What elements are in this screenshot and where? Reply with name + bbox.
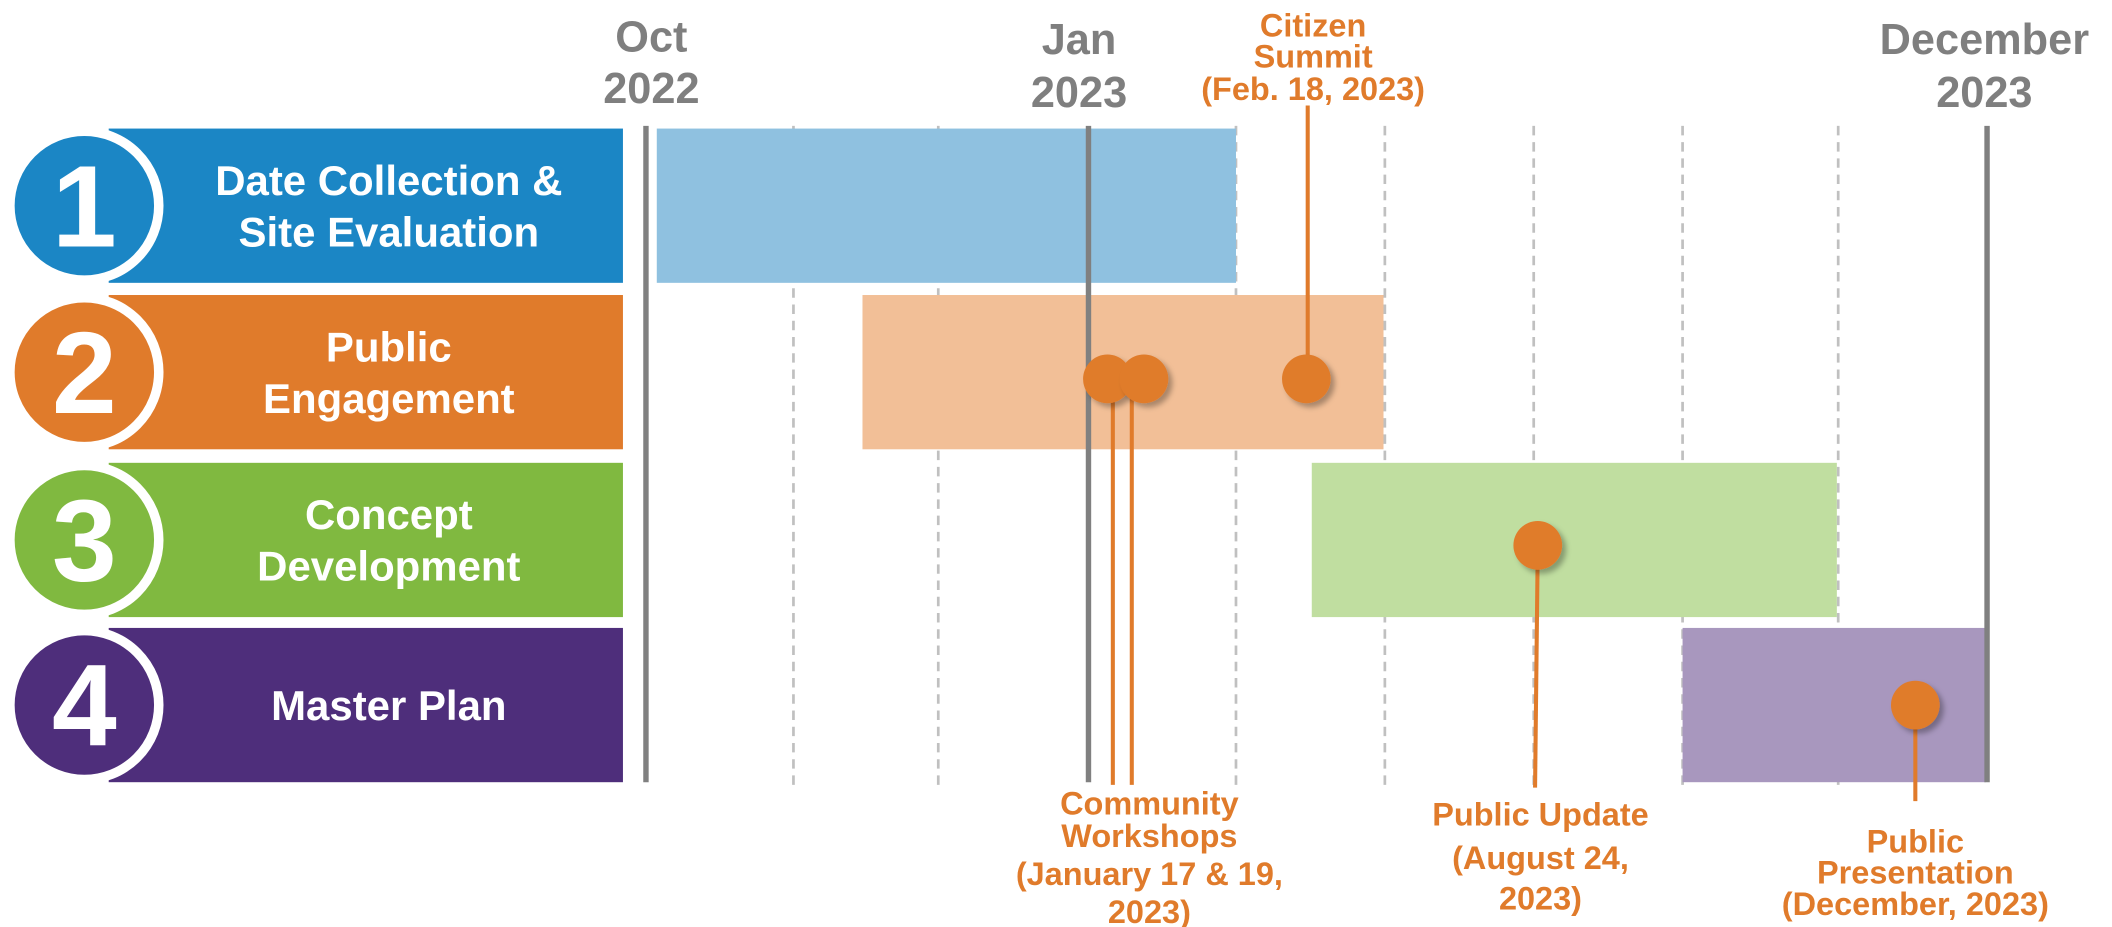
- phase-label-box: [108, 295, 623, 450]
- milestone-label: (January 17 & 19,: [1016, 856, 1283, 892]
- phase-number-circle: [5, 625, 164, 785]
- phase-label-box: [108, 627, 623, 783]
- header-label: December: [1880, 16, 2090, 64]
- phase-number-circle: [5, 126, 164, 285]
- milestone-dot: [1281, 354, 1331, 404]
- milestone-label: Citizen: [1260, 8, 1366, 44]
- phase-title: Concept: [305, 491, 473, 538]
- milestone-label: Public Update: [1432, 797, 1649, 833]
- phase-label-box: [108, 128, 623, 283]
- phase-title: Master Plan: [271, 682, 506, 729]
- milestone-label: (Feb. 18, 2023): [1201, 71, 1425, 107]
- header-label: 2023: [1936, 69, 2032, 117]
- milestone-dot: [1083, 354, 1132, 404]
- phase-bar: [1682, 627, 1986, 783]
- header-label: 2023: [1031, 69, 1127, 117]
- header-label: Oct: [615, 13, 687, 61]
- milestone-label: 2023): [1499, 880, 1582, 916]
- phase-title: Engagement: [263, 375, 515, 422]
- phase-bar: [1311, 462, 1837, 618]
- milestone-label: Summit: [1254, 39, 1373, 75]
- phase-number-circle: [5, 460, 164, 620]
- phase-number: 2: [52, 308, 117, 438]
- phase-number: 3: [52, 476, 117, 606]
- milestone-dot: [1513, 521, 1563, 570]
- header-label: 2022: [603, 65, 699, 113]
- header-label: Jan: [1042, 16, 1117, 64]
- milestone-label: Presentation: [1817, 855, 2014, 891]
- phase-number-circle: [5, 292, 164, 452]
- phase-label-box: [108, 462, 623, 618]
- milestone-label: (August 24,: [1452, 840, 1629, 876]
- milestone-label: (December, 2023): [1782, 886, 2049, 922]
- phase-bar: [656, 128, 1236, 283]
- phase-title: Site Evaluation: [239, 208, 540, 255]
- phase-number: 1: [52, 141, 117, 271]
- milestone-dot: [1890, 680, 1940, 730]
- milestone-label: Workshops: [1061, 818, 1237, 854]
- milestone-label: Public: [1867, 824, 1964, 860]
- phase-title: Public: [326, 323, 452, 370]
- phase-number: 4: [52, 641, 117, 771]
- milestone-dot: [1119, 354, 1169, 404]
- milestone-label: 2023): [1108, 894, 1191, 927]
- milestone-stem: [1533, 545, 1540, 788]
- phase-title: Date Collection &: [215, 157, 562, 204]
- milestone-label: Community: [1060, 786, 1239, 822]
- phase-title: Development: [257, 543, 520, 590]
